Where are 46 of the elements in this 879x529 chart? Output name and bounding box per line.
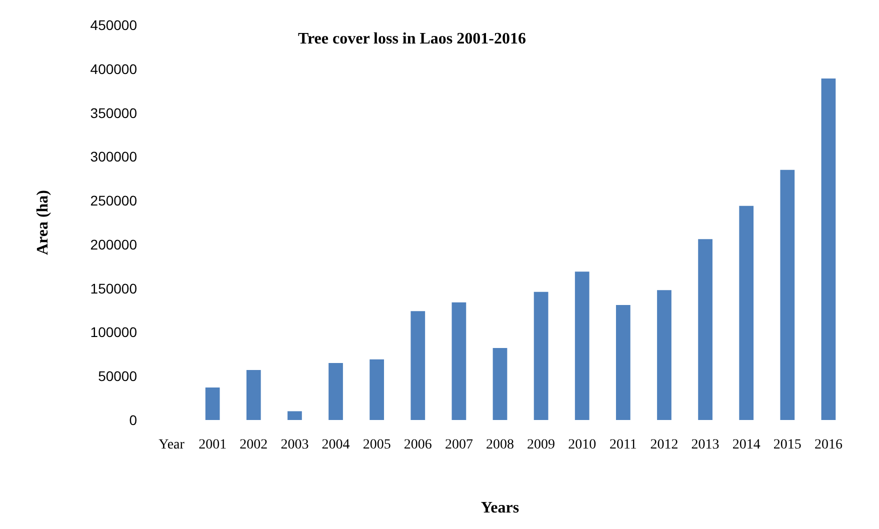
x-tick-label: 2006 (404, 438, 432, 452)
x-tick-label: 2011 (609, 438, 637, 452)
chart-title: Tree cover loss in Laos 2001-2016 (298, 30, 526, 48)
x-tick-label: Year (158, 438, 185, 452)
x-tick-label: 2005 (362, 438, 391, 452)
bar (452, 302, 466, 420)
bar (698, 239, 712, 420)
x-tick-label: 2004 (322, 438, 350, 452)
x-tick-label: 2010 (568, 438, 596, 452)
x-tick-label: 2016 (814, 438, 842, 452)
bar (657, 290, 672, 420)
bar (205, 388, 220, 420)
bar (739, 206, 754, 420)
x-tick-label: 2013 (691, 438, 720, 452)
x-tick-label: 2008 (486, 438, 514, 452)
bar (574, 272, 590, 420)
y-tick-label: 150000 (90, 280, 138, 296)
y-tick-label: 350000 (90, 104, 138, 121)
bar (821, 78, 836, 420)
y-axis-title: Area (ha) (34, 190, 52, 256)
y-tick-label: 300000 (90, 148, 138, 165)
x-tick-label: 2014 (732, 438, 760, 452)
y-tick-label: 100000 (90, 324, 138, 340)
x-tick-label: 2003 (280, 438, 309, 452)
y-tick-label: 50000 (98, 368, 138, 384)
y-tick-label: 450000 (90, 17, 138, 33)
x-tick-label: 2012 (650, 438, 678, 452)
bar (780, 170, 795, 420)
bar (492, 348, 508, 420)
y-tick-label: 400000 (90, 60, 138, 77)
x-tick-label: 2002 (240, 438, 268, 452)
bar (410, 311, 426, 420)
bar (534, 292, 548, 420)
y-tick-label: 250000 (90, 192, 138, 209)
x-tick-label: 2007 (444, 438, 473, 452)
bar (370, 359, 384, 420)
bar (616, 305, 630, 420)
y-tick-label: 0 (129, 412, 138, 428)
bar (328, 362, 343, 420)
x-tick-label: 2001 (198, 438, 227, 452)
x-axis-title: Years (480, 500, 520, 516)
y-tick-label: 200000 (90, 236, 138, 252)
x-tick-label: 2009 (527, 438, 556, 452)
bar (246, 370, 261, 420)
x-tick-label: 2015 (773, 438, 802, 452)
bar (288, 411, 302, 420)
